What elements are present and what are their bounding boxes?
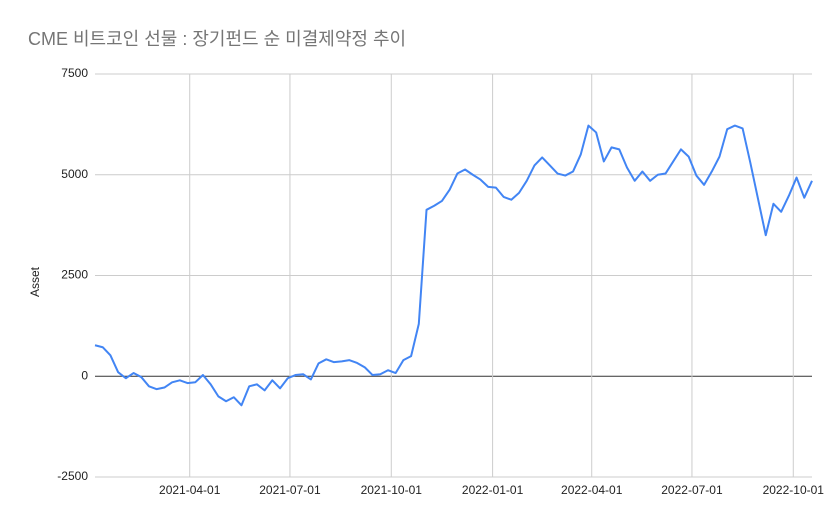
y-tick-label: 7500 xyxy=(61,66,88,80)
x-tick-label: 2022-01-01 xyxy=(462,483,524,497)
y-tick-label: 5000 xyxy=(61,167,88,181)
y-axis-label: Asset xyxy=(28,266,42,297)
data-line xyxy=(94,124,813,407)
y-tick-label: 2500 xyxy=(61,268,88,282)
x-tick-label: 2022-10-01 xyxy=(763,483,825,497)
x-tick-label: 2022-04-01 xyxy=(561,483,623,497)
x-tick-label: 2021-04-01 xyxy=(159,483,221,497)
chart-title: CME 비트코인 선물 : 장기펀드 순 미결제약정 추이 xyxy=(28,29,406,49)
x-tick-label: 2021-07-01 xyxy=(259,483,321,497)
x-tick-label: 2022-07-01 xyxy=(661,483,723,497)
x-tick-label: 2021-10-01 xyxy=(361,483,423,497)
y-tick-label: -2500 xyxy=(57,469,88,483)
y-tick-label: 0 xyxy=(81,368,88,382)
